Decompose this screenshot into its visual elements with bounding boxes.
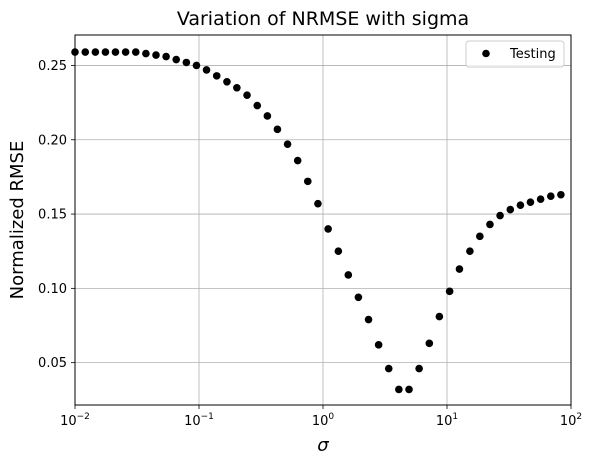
data-point [384, 364, 393, 373]
x-tick-label: 10−2 [60, 412, 90, 429]
data-point [435, 312, 444, 321]
data-point [546, 192, 555, 201]
data-point [557, 190, 565, 199]
data-point [486, 220, 494, 229]
x-tick-label: 100 [312, 412, 335, 429]
data-point [202, 66, 211, 74]
y-axis-label: Normalized RMSE [7, 141, 28, 300]
data-point [344, 271, 353, 279]
data-point [526, 198, 535, 206]
data-point [496, 211, 504, 220]
data-point [182, 58, 191, 67]
data-point [415, 364, 423, 373]
legend-box [465, 40, 565, 68]
y-tick-label: 0.10 [38, 282, 67, 297]
legend: Testing [465, 40, 565, 68]
legend-label: Testing [509, 47, 556, 62]
data-point [101, 48, 110, 56]
data-point [233, 83, 241, 92]
data-point [142, 49, 150, 58]
y-tick-label: 0.20 [38, 133, 67, 148]
data-point [243, 91, 251, 99]
data-point [334, 247, 343, 256]
data-point [223, 78, 231, 86]
data-point [212, 72, 221, 80]
data-point [324, 225, 332, 233]
data-point [536, 195, 545, 203]
data-point [466, 247, 474, 256]
data-point [121, 48, 130, 56]
data-point [283, 140, 292, 149]
data-point [253, 101, 262, 110]
data-point [374, 341, 383, 349]
plot-area-frame [74, 34, 572, 406]
data-point [172, 55, 181, 64]
data-point [303, 177, 312, 186]
data-point [516, 201, 525, 209]
y-tick-label: 0.25 [38, 59, 67, 74]
data-point [455, 265, 464, 273]
data-point [263, 112, 272, 120]
data-point [445, 287, 454, 296]
data-point [405, 385, 413, 394]
data-points [71, 48, 565, 394]
data-point [425, 339, 434, 348]
data-point [273, 125, 282, 134]
x-tick-label: 10−1 [184, 412, 214, 429]
x-tick-label: 101 [436, 412, 458, 429]
x-tick-label: 102 [560, 412, 582, 429]
data-point [293, 156, 302, 165]
data-point [354, 293, 363, 302]
data-point [395, 385, 403, 394]
data-point [152, 51, 160, 59]
chart-title: Variation of NRMSE with sigma [177, 8, 469, 30]
x-axis-label: σ [317, 435, 329, 456]
data-point [314, 199, 322, 208]
legend-marker [482, 49, 490, 58]
data-point [192, 61, 201, 70]
data-point [131, 48, 140, 56]
data-point [111, 48, 120, 56]
y-tick-label: 0.05 [38, 356, 67, 371]
data-point [476, 232, 484, 241]
axis-ticks: 10−2 10−1 100 101 102 0.05 0.10 0.15 0.20 0.25 [38, 59, 582, 429]
data-point [81, 48, 90, 56]
data-point [506, 205, 515, 214]
data-point [91, 48, 100, 56]
data-point [162, 52, 170, 61]
y-tick-label: 0.15 [38, 208, 67, 223]
data-point [364, 315, 373, 324]
